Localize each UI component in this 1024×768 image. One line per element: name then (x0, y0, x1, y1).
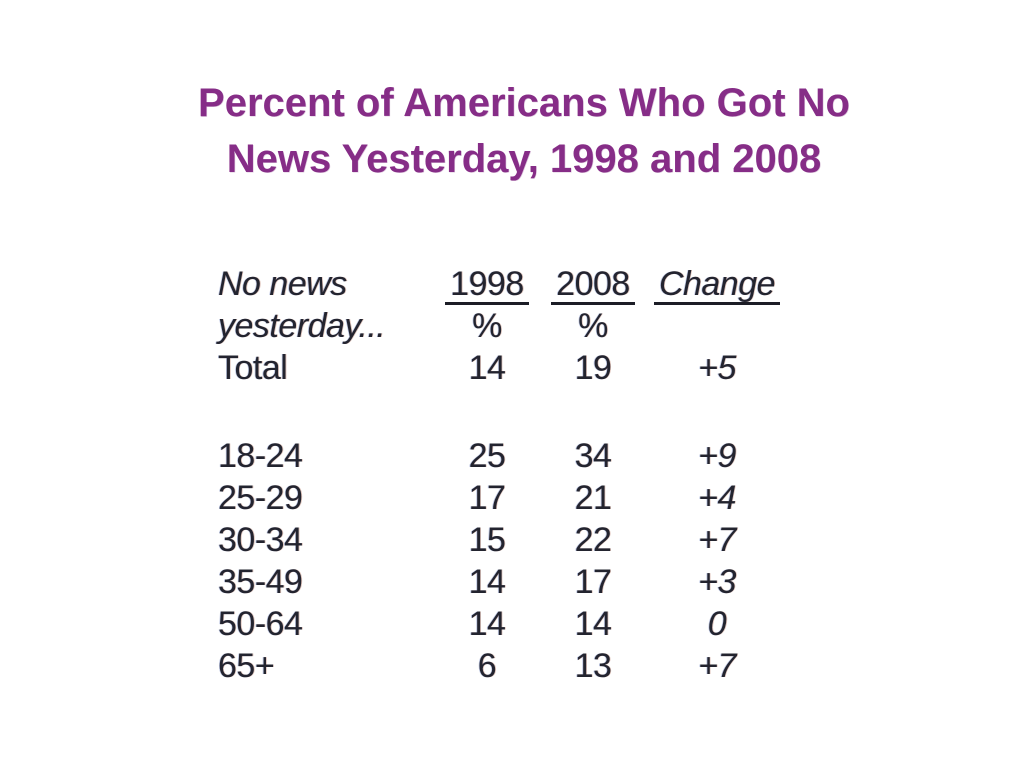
table-row-30-34: 30-34 15 22 +7 (218, 519, 782, 561)
table-row-25-29: 25-29 17 21 +4 (218, 477, 782, 519)
slide-title-line-1: Percent of Americans Who Got No (198, 81, 850, 125)
unit-percent-2008: % (578, 307, 608, 345)
value-change: +7 (698, 521, 736, 559)
row-label: Total (218, 349, 288, 387)
row-label: 50-64 (218, 605, 303, 643)
row-label: 18-24 (218, 437, 303, 475)
value-2008: 17 (574, 563, 612, 601)
table-row-18-24: 18-24 25 34 +9 (218, 435, 782, 477)
value-2008: 19 (574, 349, 612, 387)
value-change: +4 (698, 479, 736, 517)
row-label: 25-29 (218, 479, 303, 517)
value-1998: 6 (477, 647, 497, 685)
value-change: 0 (707, 605, 727, 643)
value-change: +3 (698, 563, 736, 601)
table-gap-spacer (218, 389, 782, 435)
row-label: 30-34 (218, 521, 303, 559)
value-1998: 25 (468, 437, 506, 475)
value-2008: 21 (574, 479, 612, 517)
unit-blank-change (652, 305, 782, 347)
value-1998: 14 (468, 563, 506, 601)
table-row-65-plus: 65+ 6 13 +7 (218, 645, 782, 687)
column-header-2008: 2008 (546, 263, 640, 305)
value-change: +9 (698, 437, 736, 475)
value-1998: 14 (468, 605, 506, 643)
value-2008: 22 (574, 521, 612, 559)
table-unit-row: yesterday... % % (218, 305, 782, 347)
row-header-line-1: No news (218, 265, 347, 303)
table-row-50-64: 50-64 14 14 0 (218, 603, 782, 645)
value-2008: 14 (574, 605, 612, 643)
value-2008: 34 (574, 437, 612, 475)
value-1998: 14 (468, 349, 506, 387)
table-row-total: Total 14 19 +5 (218, 347, 782, 389)
column-header-1998: 1998 (440, 263, 534, 305)
unit-percent-1998: % (472, 307, 502, 345)
value-2008: 13 (574, 647, 612, 685)
row-label: 65+ (218, 647, 275, 685)
table-row-35-49: 35-49 14 17 +3 (218, 561, 782, 603)
row-header-line-2: yesterday... (218, 307, 386, 345)
value-1998: 15 (468, 521, 506, 559)
value-change: +7 (698, 647, 736, 685)
value-change: +5 (698, 349, 736, 387)
slide-title: Percent of Americans Who Got No News Yes… (24, 75, 1024, 187)
column-header-change: Change (652, 263, 782, 305)
no-news-table: No news 1998 2008 Change yesterday... % … (218, 263, 782, 687)
value-1998: 17 (468, 479, 506, 517)
slide-title-line-2: News Yesterday, 1998 and 2008 (226, 137, 822, 181)
table-header-row: No news 1998 2008 Change (218, 263, 782, 305)
row-label: 35-49 (218, 563, 303, 601)
